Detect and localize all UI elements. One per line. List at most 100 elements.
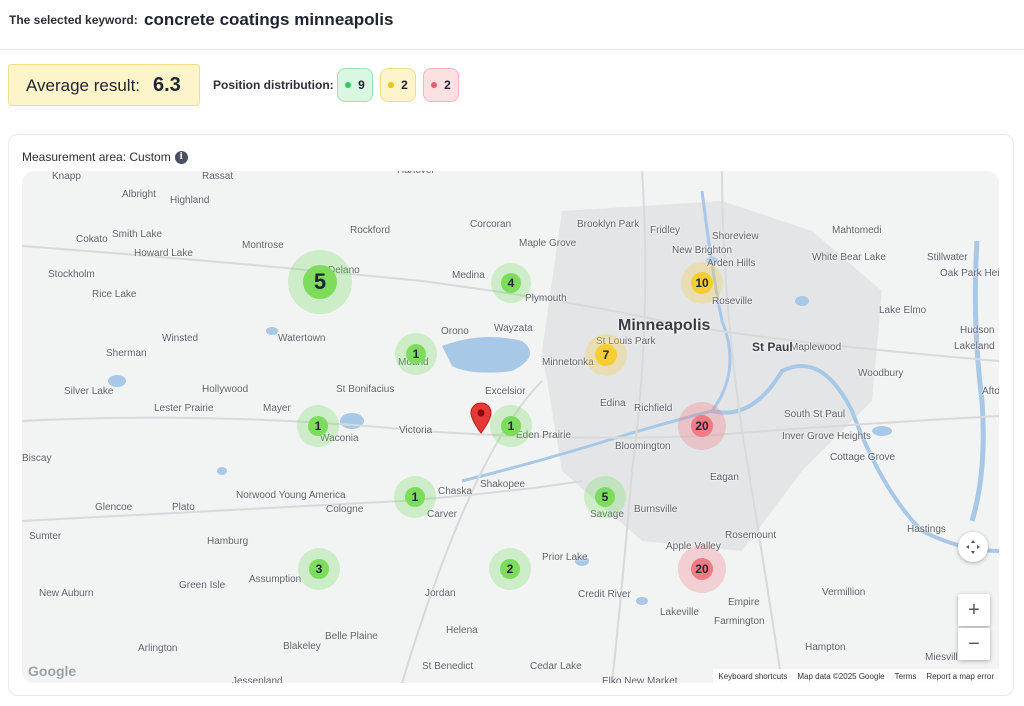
lake <box>636 597 648 605</box>
mississippi-river <box>711 364 999 553</box>
town-label: Oak Park Heights <box>940 268 999 279</box>
red-dot-icon <box>431 82 438 88</box>
attribution-shortcuts-link[interactable]: Keyboard shortcuts <box>718 671 788 681</box>
zoom-in-button[interactable]: + <box>958 594 990 626</box>
town-label: South St Paul <box>784 409 846 420</box>
grid-result-rank: 1 <box>501 416 521 436</box>
distribution-count-top: 9 <box>358 78 365 92</box>
town-label: Jessenland <box>232 676 283 683</box>
town-label: Burnsville <box>634 504 678 515</box>
average-result-box: Average result: 6.3 <box>8 64 200 106</box>
attribution-terms-link[interactable]: Terms <box>894 671 917 681</box>
lake <box>217 467 227 475</box>
town-label: Hastings <box>907 524 946 535</box>
average-result-label: Average result: <box>26 76 141 95</box>
town-label: Fridley <box>650 225 681 236</box>
map-view[interactable]: Knapp Rassat Albright Highland Hanover Corcor… <box>22 171 999 683</box>
town-label: Jordan <box>425 588 456 599</box>
town-label: Medina <box>452 270 485 281</box>
town-label: Lester Prairie <box>154 403 214 414</box>
town-label: Minnetonka <box>542 357 594 368</box>
town-label: Credit River <box>578 589 631 600</box>
st-croix-river <box>969 240 986 522</box>
town-label: Apple Valley <box>666 541 721 552</box>
grid-result-marker[interactable]: 4 <box>491 263 531 303</box>
town-label: Eden Prairie <box>516 430 572 441</box>
map-attribution: Keyboard shortcuts Map data ©2025 Google T… <box>713 669 999 683</box>
grid-result-rank: 3 <box>309 559 329 579</box>
grid-result-rank: 10 <box>691 272 713 294</box>
town-label: Rice Lake <box>92 289 137 300</box>
grid-result-rank: 1 <box>406 344 426 364</box>
town-label: Lakeville <box>660 607 699 618</box>
attribution-data-link[interactable]: Map data ©2025 Google <box>797 671 885 681</box>
town-label: Brooklyn Park <box>577 219 640 230</box>
average-result-value: 6.3 <box>153 74 181 96</box>
distribution-pill-mid[interactable]: 2 <box>380 68 416 102</box>
attribution-report-link[interactable]: Report a map error <box>926 671 994 681</box>
grid-result-rank: 5 <box>595 487 615 507</box>
town-label: St Louis Park <box>596 336 656 347</box>
location-pin-icon[interactable] <box>470 402 492 434</box>
grid-result-marker[interactable]: 5 <box>584 476 626 518</box>
info-icon[interactable]: i <box>174 150 188 164</box>
grid-result-rank: 7 <box>595 344 617 366</box>
green-dot-icon <box>345 82 352 88</box>
grid-result-marker[interactable]: 1 <box>297 405 339 447</box>
town-label: Woodbury <box>858 368 904 379</box>
town-label: Stillwater <box>927 252 968 263</box>
town-label: Farmington <box>714 616 765 627</box>
lake <box>575 556 589 566</box>
grid-result-marker[interactable]: 20 <box>678 402 726 450</box>
grid-result-marker[interactable]: 10 <box>681 262 723 304</box>
town-label: St Benedict <box>422 661 474 672</box>
grid-result-marker[interactable]: 1 <box>394 476 436 518</box>
town-label: Wayzata <box>494 323 533 334</box>
town-label: Arden Hills <box>707 258 756 269</box>
grid-result-marker[interactable]: 7 <box>585 334 627 376</box>
grid-result-marker[interactable]: 1 <box>395 333 437 375</box>
grid-result-marker[interactable]: 20 <box>678 545 726 593</box>
town-label: Afton <box>982 386 999 397</box>
town-label: Highland <box>170 195 210 206</box>
town-label: Victoria <box>399 425 433 436</box>
urban-area <box>542 201 882 551</box>
distribution-pill-top[interactable]: 9 <box>337 68 373 102</box>
grid-result-marker[interactable]: 1 <box>490 405 532 447</box>
town-label: Plato <box>172 502 195 513</box>
town-label: Delano <box>328 265 360 276</box>
lake-minnetonka <box>442 337 530 373</box>
grid-result-marker[interactable]: 2 <box>489 548 531 590</box>
town-label: White Bear Lake <box>812 252 886 263</box>
highway <box>22 245 999 362</box>
town-label: Bloomington <box>615 441 671 452</box>
city-label-st-paul: St Paul <box>752 340 793 354</box>
recenter-icon <box>966 540 980 554</box>
town-label: Mayer <box>263 403 291 414</box>
grid-result-marker[interactable]: 3 <box>298 548 340 590</box>
town-label: Plymouth <box>525 293 567 304</box>
town-label: Excelsior <box>485 386 526 397</box>
town-label: Helena <box>446 625 478 636</box>
town-label: Albright <box>122 189 156 200</box>
town-label: Hollywood <box>202 384 249 395</box>
town-label: Elko New Market <box>602 676 678 683</box>
zoom-out-button[interactable]: − <box>958 628 990 660</box>
town-label: Hanover <box>397 171 435 176</box>
town-label: New Brighton <box>672 245 733 256</box>
town-label: Blakeley <box>283 641 321 652</box>
distribution-pill-low[interactable]: 2 <box>423 68 459 102</box>
town-label: St Bonifacius <box>336 384 395 395</box>
town-label: Lakeland <box>954 341 995 352</box>
google-logo: Google <box>28 663 77 679</box>
town-label: Watertown <box>278 333 326 344</box>
grid-result-rank: 5 <box>303 265 337 299</box>
highway <box>611 171 647 683</box>
town-label: Knapp <box>52 171 81 182</box>
town-label: Biscay <box>22 453 52 464</box>
town-label: Hampton <box>805 642 846 653</box>
lake-waconia <box>340 413 364 429</box>
town-label: Carver <box>427 509 458 520</box>
grid-result-marker[interactable]: 5 <box>288 250 352 314</box>
recenter-button[interactable] <box>958 532 988 562</box>
